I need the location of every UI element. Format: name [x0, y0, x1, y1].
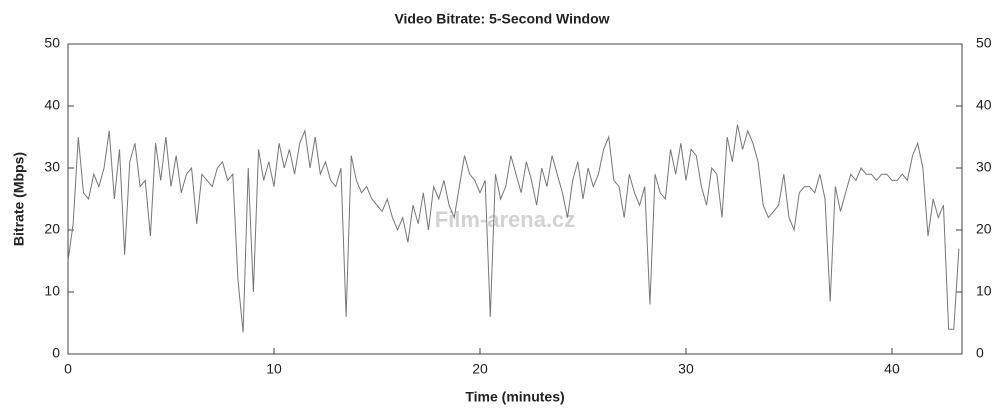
y-tick-label: 40	[44, 97, 60, 113]
x-tick-label: 0	[64, 361, 72, 377]
y-tick-label: 30	[44, 159, 60, 175]
plot-frame	[67, 43, 963, 355]
x-tick-label: 20	[472, 361, 488, 377]
watermark: Film-arena.cz	[435, 207, 576, 232]
y-tick-label: 20	[44, 221, 60, 237]
y2-tick-label: 50	[976, 35, 992, 51]
y2-tick-label: 20	[976, 221, 992, 237]
x-tick-label: 40	[884, 361, 900, 377]
y2-tick-label: 0	[976, 345, 984, 361]
chart-title: Video Bitrate: 5-Second Window	[394, 11, 609, 27]
y2-tick-label: 40	[976, 97, 992, 113]
y-tick-label: 0	[52, 345, 60, 361]
y2-tick-label: 10	[976, 283, 992, 299]
x-tick-label: 30	[678, 361, 694, 377]
bitrate-line	[67, 124, 960, 333]
y-tick-label: 50	[44, 35, 60, 51]
y-axis-title: Bitrate (Mbps)	[11, 152, 27, 246]
x-axis-title: Time (minutes)	[465, 389, 564, 405]
y2-tick-label: 30	[976, 159, 992, 175]
x-tick-label: 10	[266, 361, 282, 377]
y-tick-label: 10	[44, 283, 60, 299]
